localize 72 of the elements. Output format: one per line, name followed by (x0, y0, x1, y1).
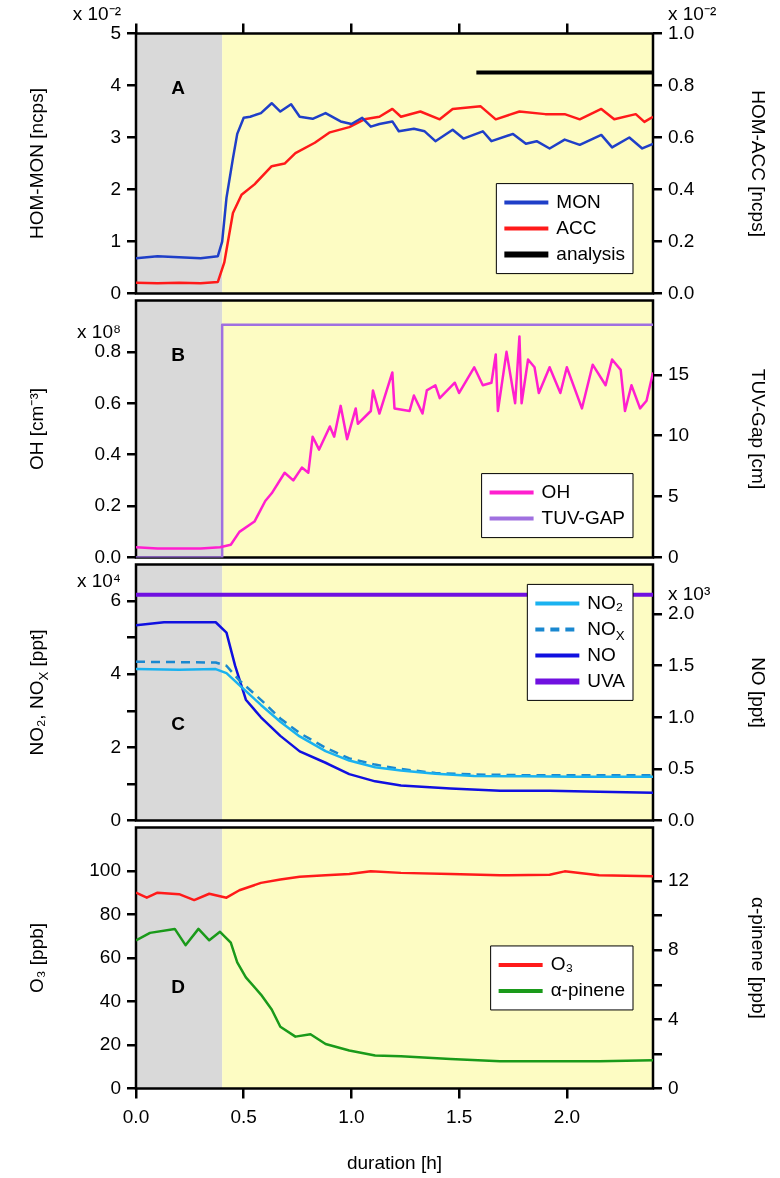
y2-axis-title: HOM-ACC [ncps] (747, 90, 769, 237)
legend-label: NO₂ (587, 591, 624, 613)
legend-label: O₃ (550, 952, 574, 974)
x-tick-label: 2.0 (553, 1105, 581, 1127)
y-tick-label: 0.0 (94, 545, 121, 567)
y-tick-label: 0.6 (94, 391, 121, 413)
y-tick-label: 0.8 (94, 340, 121, 362)
y-tick-label: 0.2 (94, 494, 121, 516)
y-tick-label: 0 (110, 1076, 121, 1098)
text: x 10⁻² (72, 2, 122, 24)
y2-tick-label: 12 (668, 868, 690, 890)
y2-tick-label: 2.0 (668, 602, 695, 624)
y2-tick-label: 1.5 (668, 653, 695, 675)
legend-label: NO (587, 643, 616, 665)
y-tick-label: 4 (110, 662, 122, 684)
text: x 10³ (668, 583, 711, 605)
legend-label: analysis (556, 242, 626, 264)
y-tick-label: 2 (110, 735, 121, 757)
x-tick-label: 1.5 (445, 1105, 473, 1127)
y2-tick-label: 0.8 (668, 73, 695, 95)
x-axis-title: duration [h] (346, 1151, 443, 1173)
y-tick-label: 2 (110, 177, 121, 199)
y2-tick-label: 0 (668, 545, 679, 567)
y-tick-label: 6 (110, 589, 121, 611)
y-tick-label: 0 (110, 808, 121, 830)
x-tick-label: 0.5 (230, 1105, 257, 1127)
y-tick-label: 20 (99, 1032, 121, 1054)
y2-tick-label: 10 (668, 423, 690, 445)
y2-axis-title: NO [ppt] (747, 657, 769, 728)
y-axis-title: NO₂, NOX [ppt] (26, 629, 52, 756)
y-tick-label: 60 (99, 945, 121, 967)
annotation: A (171, 76, 186, 98)
y2-axis-title: TUV-Gap [cm] (747, 368, 769, 490)
legend-label: α-pinene (550, 978, 626, 1000)
y2-tick-label: 0.0 (668, 808, 695, 830)
y-tick-label: 80 (99, 902, 121, 924)
legend-label: OH (541, 480, 571, 502)
y-tick-label: 4 (110, 73, 122, 95)
annotation: B (171, 343, 185, 365)
annotation: C (171, 712, 186, 734)
text: x 10⁻² (668, 2, 717, 24)
y2-tick-label: 0.4 (668, 177, 695, 199)
y2-tick-label: 0.0 (668, 281, 695, 303)
y-tick-label: 0 (110, 281, 121, 303)
y-tick-label: 100 (89, 858, 121, 880)
legend-label: ACC (556, 216, 597, 238)
legend-label: MON (556, 190, 601, 212)
y2-tick-label: 15 (668, 362, 690, 384)
x-tick-label: 1.0 (338, 1105, 365, 1127)
y2-tick-label: 4 (668, 1007, 679, 1029)
y-tick-label: 3 (110, 125, 121, 147)
y2-tick-label: 8 (668, 937, 679, 959)
y2-tick-label: 0.5 (668, 757, 695, 779)
y-tick-label: 5 (110, 21, 121, 43)
y-axis-title: HOM-MON [ncps] (26, 88, 48, 240)
text: x 10⁸ (77, 321, 122, 343)
y2-tick-label: 1.0 (668, 21, 695, 43)
legend-label: TUV-GAP (541, 506, 625, 528)
y2-tick-label: 0 (668, 1076, 679, 1098)
y2-tick-label: 0.2 (668, 229, 695, 251)
y-axis-title: O₃ [ppb] (26, 922, 48, 993)
annotation: D (171, 975, 185, 997)
y2-tick-label: 0.6 (668, 125, 695, 147)
legend-label: UVA (587, 669, 626, 691)
y-tick-label: 0.4 (94, 442, 122, 464)
y2-axis-title: α-pinene [ppb] (747, 896, 769, 1019)
y2-tick-label: 1.0 (668, 705, 695, 727)
y-axis-title: OH [cm⁻³] (26, 388, 48, 470)
text: x 10⁴ (76, 570, 121, 592)
y-tick-label: 40 (99, 989, 121, 1011)
y-tick-label: 1 (110, 229, 121, 251)
y2-tick-label: 5 (668, 484, 679, 506)
